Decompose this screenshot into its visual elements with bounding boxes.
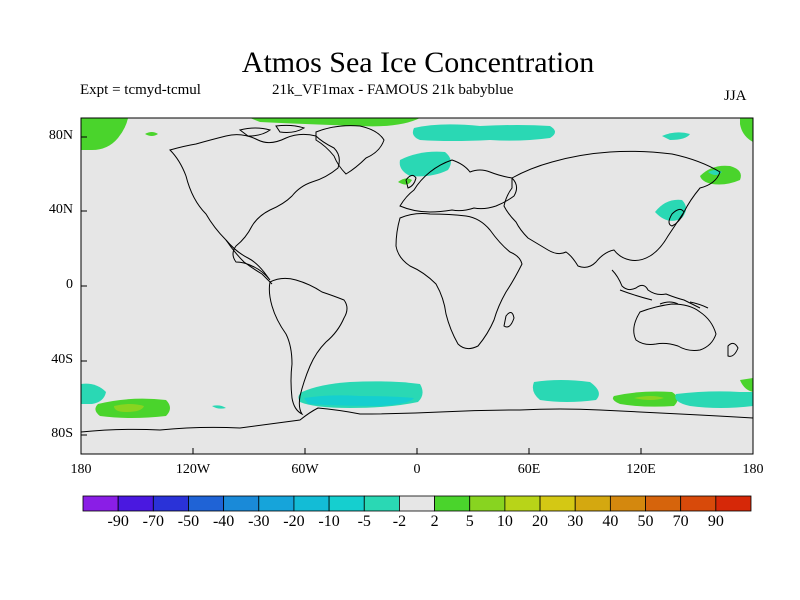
colorbar-label: -90 bbox=[107, 513, 129, 530]
anomaly-patch-so-west bbox=[81, 383, 106, 404]
colorbar-swatch bbox=[152, 495, 189, 512]
lon-tick-label: 120W bbox=[175, 462, 211, 477]
colorbar-label: -70 bbox=[142, 513, 164, 530]
colorbar-swatch bbox=[258, 495, 295, 512]
colorbar-label: -40 bbox=[212, 513, 235, 530]
lon-tick-label: 60E bbox=[517, 462, 541, 477]
colorbar-swatch bbox=[188, 495, 225, 512]
anomaly-patch-okhotsk bbox=[655, 199, 686, 221]
lat-tick-label: 0 bbox=[66, 277, 73, 292]
anomaly-patch-barents bbox=[412, 124, 555, 141]
coastline-indonesia bbox=[619, 289, 709, 309]
colorbar-swatch bbox=[117, 495, 154, 512]
coastline-uk bbox=[405, 174, 417, 189]
colorbar-swatch bbox=[609, 495, 646, 512]
colorbar-label: -10 bbox=[318, 513, 340, 530]
colorbar-label: 10 bbox=[496, 513, 513, 530]
experiment-label: Expt = tcmyd-tcmul bbox=[80, 82, 201, 98]
colorbar-swatch bbox=[399, 495, 435, 512]
lat-tick-label: 40N bbox=[48, 202, 73, 217]
coastline-north-america bbox=[169, 133, 340, 281]
coastline-arctic-islands bbox=[238, 124, 306, 137]
colorbar-label: 50 bbox=[637, 513, 654, 530]
lon-tick-label: 180 bbox=[70, 462, 92, 477]
colorbar-swatch bbox=[645, 495, 682, 512]
anomaly-patch-so-indian bbox=[532, 380, 599, 402]
coastline-japan bbox=[668, 208, 685, 227]
lon-tick-label: 180 bbox=[742, 462, 764, 477]
coastline-south-america bbox=[268, 277, 348, 416]
colorbar-label: 2 bbox=[430, 513, 439, 530]
anomaly-patch-north-atlantic bbox=[398, 178, 412, 185]
colorbar-swatch bbox=[680, 495, 717, 512]
colorbar-label: -5 bbox=[357, 513, 371, 530]
coastline-southeast-asia bbox=[611, 269, 701, 309]
lat-tick-label: 40S bbox=[51, 352, 73, 367]
coastlines bbox=[80, 124, 754, 433]
axis-ticks bbox=[80, 136, 754, 454]
anomaly-patch-arctic-west bbox=[81, 118, 128, 150]
lon-tick-label: 60W bbox=[291, 462, 319, 477]
colorbar-label: 5 bbox=[465, 513, 474, 530]
anomaly-patch-arctic-east bbox=[740, 118, 753, 142]
colorbar-label: 70 bbox=[672, 513, 689, 530]
colorbar-swatch bbox=[363, 495, 400, 512]
lat-tick-label: 80N bbox=[48, 128, 73, 143]
coastline-antarctica bbox=[80, 407, 754, 433]
coastline-africa bbox=[395, 213, 523, 350]
colorbar-label: -20 bbox=[283, 513, 305, 530]
colorbar-label: 30 bbox=[567, 513, 584, 530]
anomaly-patch-pacific-nw bbox=[700, 165, 741, 185]
colorbar-swatch bbox=[293, 495, 330, 512]
coastline-new-zealand bbox=[727, 342, 739, 357]
anomaly-patch-so-atlantic-inner bbox=[304, 395, 414, 406]
colorbar-label: 40 bbox=[602, 513, 619, 530]
coastline-asia bbox=[503, 150, 721, 268]
anomaly-patch-so-aus-yellow bbox=[634, 396, 664, 400]
colorbar-label: 20 bbox=[532, 513, 549, 530]
coastline-madagascar bbox=[503, 312, 515, 328]
anomaly-patch-pacific-arctic bbox=[662, 132, 690, 140]
anomaly-patch-arctic-top bbox=[250, 118, 420, 127]
colorbar-swatch bbox=[539, 495, 576, 512]
colorbar-label: 90 bbox=[707, 513, 724, 530]
anomaly-patch-so-east bbox=[675, 391, 753, 408]
anomaly-patch-arctic-small bbox=[145, 132, 158, 136]
coastline-central-america bbox=[225, 239, 273, 285]
colorbar-swatch bbox=[328, 495, 365, 512]
colorbar-swatch bbox=[504, 495, 541, 512]
colorbar-label: -50 bbox=[177, 513, 200, 530]
run-label: 21k_VF1max - FAMOUS 21k babyblue bbox=[272, 82, 514, 98]
map-title: Atmos Sea Ice Concentration bbox=[241, 46, 595, 79]
anomaly-patch-so-east-green bbox=[740, 378, 753, 392]
colorbar-swatch bbox=[574, 495, 611, 512]
lon-tick-label: 120E bbox=[626, 462, 656, 477]
colorbar-label: -2 bbox=[392, 513, 407, 530]
colorbar-swatch bbox=[715, 495, 752, 512]
lon-tick-label: 0 bbox=[413, 462, 421, 477]
anomaly-patch-so-pacific-yellow bbox=[114, 404, 144, 412]
anomaly-patch-nordic bbox=[399, 151, 451, 177]
coastline-greenland bbox=[315, 125, 385, 175]
season-label: JJA bbox=[724, 88, 747, 104]
colorbar-label: -30 bbox=[248, 513, 270, 530]
colorbar-swatch bbox=[469, 495, 506, 512]
colorbar-swatch bbox=[82, 495, 119, 512]
colorbar bbox=[82, 495, 752, 512]
colorbar-swatch bbox=[434, 495, 471, 512]
colorbar-swatch bbox=[223, 495, 260, 512]
coastline-australia bbox=[633, 303, 717, 351]
anomaly-patch-so-small bbox=[212, 405, 226, 409]
lat-tick-label: 80S bbox=[51, 426, 73, 441]
anomaly-fields bbox=[81, 118, 753, 418]
